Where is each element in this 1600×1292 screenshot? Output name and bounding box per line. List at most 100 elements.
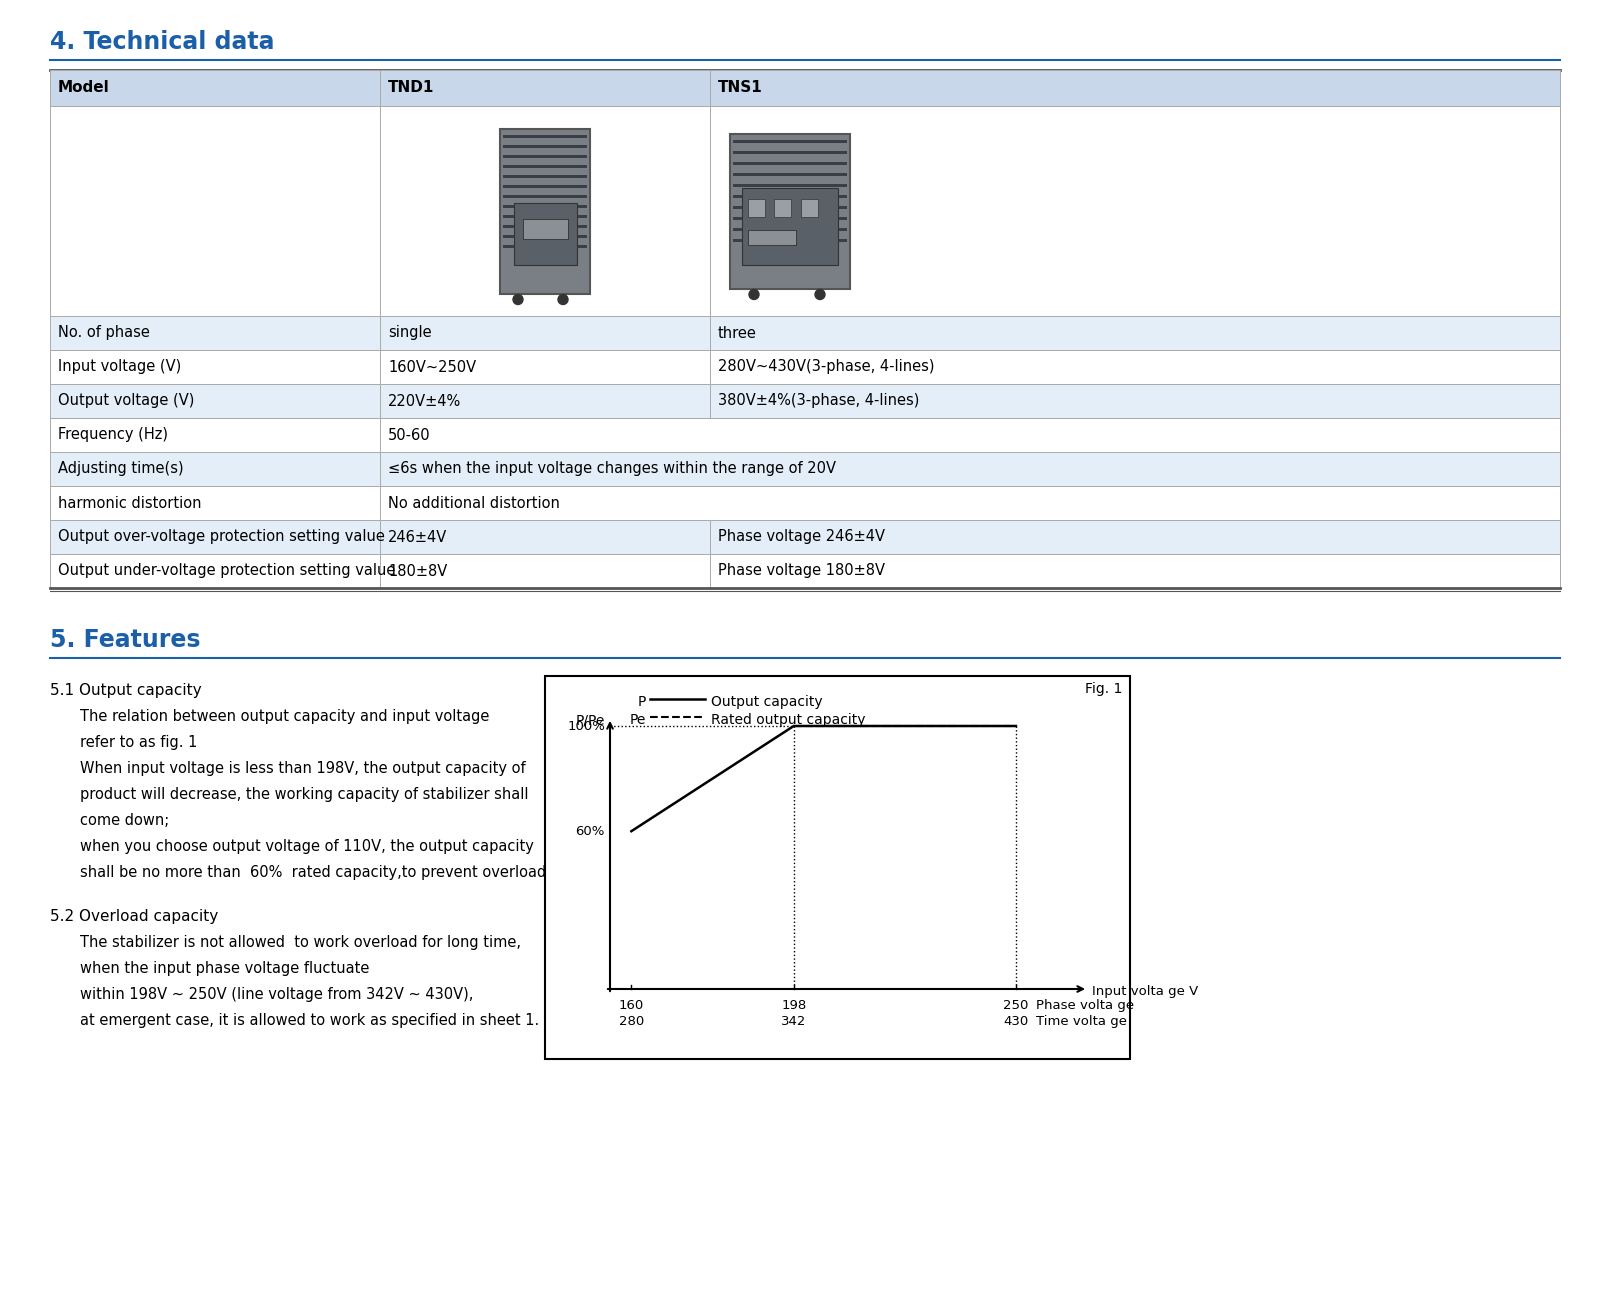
Text: Model: Model (58, 80, 110, 96)
Circle shape (749, 289, 758, 300)
Bar (50, 317, 381, 350)
Text: 430: 430 (1003, 1016, 1029, 1028)
Text: when the input phase voltage fluctuate: when the input phase voltage fluctuate (80, 961, 370, 975)
Bar (50, 106, 381, 317)
Text: No additional distortion: No additional distortion (387, 496, 560, 510)
Bar (381, 317, 710, 350)
Text: Output under-voltage protection setting value: Output under-voltage protection setting … (58, 563, 395, 579)
Bar (742, 187, 838, 265)
Text: Phase voltage 180±8V: Phase voltage 180±8V (718, 563, 885, 579)
Text: 380V±4%(3-phase, 4-lines): 380V±4%(3-phase, 4-lines) (718, 394, 920, 408)
Text: 342: 342 (781, 1016, 806, 1028)
Text: at emergent case, it is allowed to work as specified in sheet 1.: at emergent case, it is allowed to work … (80, 1013, 539, 1028)
Text: harmonic distortion: harmonic distortion (58, 496, 202, 510)
Bar (774, 199, 790, 217)
Text: Phase volta ge: Phase volta ge (1035, 999, 1134, 1012)
Bar (381, 486, 1560, 519)
Bar (50, 384, 381, 419)
Text: No. of phase: No. of phase (58, 326, 150, 341)
Bar (710, 350, 1560, 384)
Text: Input volta ge V: Input volta ge V (1091, 985, 1198, 997)
Text: Fig. 1: Fig. 1 (1085, 682, 1122, 696)
Text: 5. Features: 5. Features (50, 628, 200, 652)
Bar (733, 173, 846, 176)
Circle shape (558, 295, 568, 305)
Bar (502, 155, 587, 158)
Text: 5.1 Output capacity: 5.1 Output capacity (50, 683, 202, 698)
Bar (50, 70, 381, 106)
Bar (523, 220, 568, 239)
Text: Output capacity: Output capacity (710, 695, 822, 709)
Bar (50, 519, 381, 554)
Text: come down;: come down; (80, 813, 170, 828)
Text: product will decrease, the working capacity of stabilizer shall: product will decrease, the working capac… (80, 787, 528, 802)
Bar (50, 554, 381, 588)
Bar (710, 106, 1560, 317)
Bar (710, 554, 1560, 588)
Bar (502, 235, 587, 238)
Bar (733, 239, 846, 242)
Bar (710, 519, 1560, 554)
Bar (733, 205, 846, 208)
Bar (502, 195, 587, 198)
Text: Frequency (Hz): Frequency (Hz) (58, 428, 168, 442)
Bar (381, 554, 710, 588)
Bar (710, 384, 1560, 419)
Text: P: P (638, 695, 646, 709)
Text: Adjusting time(s): Adjusting time(s) (58, 461, 184, 477)
Text: 160: 160 (619, 999, 643, 1012)
Text: ≤6s when the input voltage changes within the range of 20V: ≤6s when the input voltage changes withi… (387, 461, 835, 477)
Bar (502, 164, 587, 168)
Text: TNS1: TNS1 (718, 80, 763, 96)
Bar (499, 128, 590, 293)
Bar (502, 214, 587, 217)
Bar (381, 384, 710, 419)
Text: 50-60: 50-60 (387, 428, 430, 442)
Bar (502, 204, 587, 208)
Text: Phase voltage 246±4V: Phase voltage 246±4V (718, 530, 885, 544)
Text: 250: 250 (1003, 999, 1029, 1012)
Text: when you choose output voltage of 110V, the output capacity: when you choose output voltage of 110V, … (80, 839, 534, 854)
Text: 246±4V: 246±4V (387, 530, 448, 544)
Bar (733, 183, 846, 186)
Bar (502, 134, 587, 137)
Text: refer to as fig. 1: refer to as fig. 1 (80, 735, 197, 749)
Bar (514, 203, 576, 265)
Bar (50, 419, 381, 452)
Text: shall be no more than  60%  rated capacity,to prevent overload.: shall be no more than 60% rated capacity… (80, 866, 550, 880)
Bar (502, 225, 587, 227)
Text: The relation between output capacity and input voltage: The relation between output capacity and… (80, 709, 490, 724)
Text: P/Pe: P/Pe (576, 714, 605, 727)
Bar (749, 230, 797, 245)
Bar (733, 195, 846, 198)
Bar (730, 133, 850, 288)
Bar (50, 452, 381, 486)
Text: Input voltage (V): Input voltage (V) (58, 359, 181, 375)
Bar (50, 350, 381, 384)
Bar (502, 185, 587, 187)
Bar (749, 199, 765, 217)
Bar (710, 70, 1560, 106)
Text: Output over-voltage protection setting value: Output over-voltage protection setting v… (58, 530, 386, 544)
Text: TND1: TND1 (387, 80, 434, 96)
Bar (381, 70, 710, 106)
Text: single: single (387, 326, 432, 341)
Bar (733, 140, 846, 142)
Bar (381, 350, 710, 384)
Text: 198: 198 (781, 999, 806, 1012)
Text: Output voltage (V): Output voltage (V) (58, 394, 194, 408)
Bar (710, 317, 1560, 350)
Bar (733, 217, 846, 220)
Text: 5.2 Overload capacity: 5.2 Overload capacity (50, 910, 218, 924)
Text: 180±8V: 180±8V (387, 563, 448, 579)
Text: 280V~430V(3-phase, 4-lines): 280V~430V(3-phase, 4-lines) (718, 359, 934, 375)
Text: 280: 280 (619, 1016, 643, 1028)
Bar (381, 106, 710, 317)
Bar (733, 227, 846, 230)
Bar (50, 486, 381, 519)
Circle shape (514, 295, 523, 305)
Text: The stabilizer is not allowed  to work overload for long time,: The stabilizer is not allowed to work ov… (80, 935, 522, 950)
Bar (381, 452, 1560, 486)
Bar (381, 419, 1560, 452)
Bar (502, 145, 587, 147)
